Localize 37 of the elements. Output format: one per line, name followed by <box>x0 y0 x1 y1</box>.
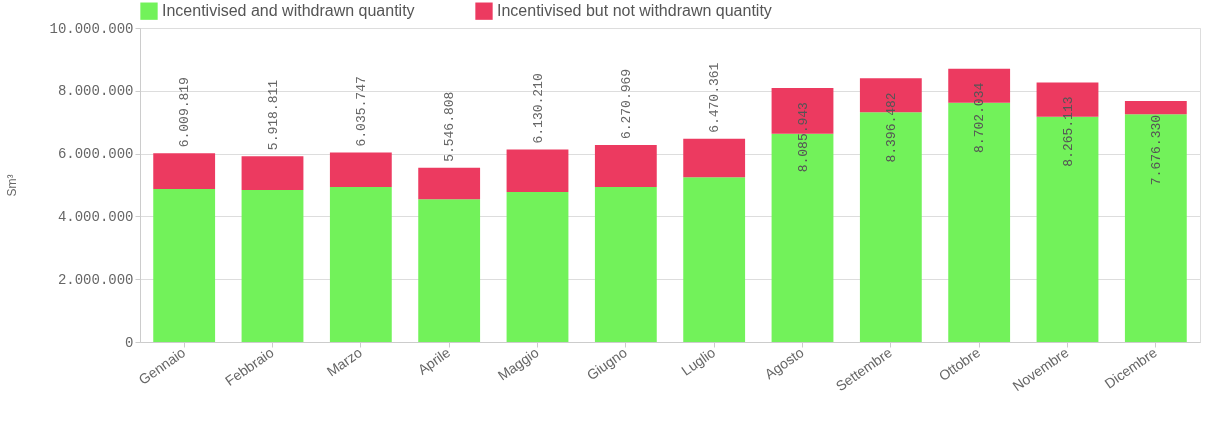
total-label: 8.265.113 <box>1060 96 1076 167</box>
total-label: 6.470.361 <box>707 62 723 133</box>
total-label: 6.270.969 <box>618 68 634 140</box>
bar <box>329 152 392 187</box>
y-tick-label: 8.000.000 <box>57 83 134 100</box>
y-tick-label: 4.000.000 <box>57 208 134 225</box>
total-label: 6.009.819 <box>177 77 193 148</box>
y-tick-label: 10.000.000 <box>49 20 134 37</box>
bar <box>418 199 481 342</box>
total-label: 8.702.034 <box>972 82 988 153</box>
total-label: 6.130.210 <box>530 73 546 144</box>
legend-label: Incentivised and withdrawn quantity <box>162 2 415 20</box>
bar <box>506 191 569 342</box>
bar <box>153 189 216 342</box>
y-axis-title: Sm³ <box>5 174 20 197</box>
total-label: 5.918.811 <box>265 79 281 151</box>
bar <box>329 186 392 342</box>
legend-label: Incentivised but not withdrawn quantity <box>497 2 772 20</box>
bar <box>683 138 746 178</box>
bar <box>241 156 304 191</box>
bar <box>418 167 481 200</box>
total-label: 6.035.747 <box>353 76 369 147</box>
bar <box>506 149 569 192</box>
y-tick-label: 6.000.000 <box>57 146 134 163</box>
bar <box>594 145 657 187</box>
bar <box>594 186 657 342</box>
bar <box>1124 114 1187 342</box>
total-label: 8.085.943 <box>795 102 811 173</box>
total-label: 8.396.482 <box>883 92 899 163</box>
bar <box>683 177 746 342</box>
bar <box>153 153 216 190</box>
total-label: 7.676.330 <box>1148 114 1164 186</box>
bar <box>241 190 304 342</box>
bar <box>1124 100 1187 115</box>
total-label: 5.546.808 <box>442 91 458 162</box>
y-tick-label: 2.000.000 <box>57 271 134 288</box>
y-tick-label: 0 <box>125 334 134 351</box>
